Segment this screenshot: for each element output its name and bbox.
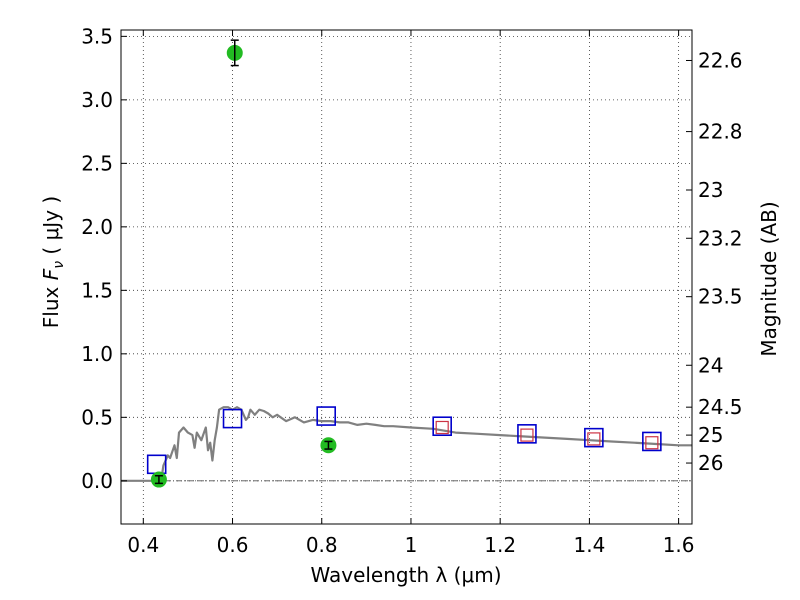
plot-frame [120,29,693,525]
model-photometry-square [642,431,662,452]
magnitude-tick-label: 25 [698,423,723,447]
y-axis-label-symbol: F [39,268,63,280]
axis-ticks: 0.4 0.6 0.8 1 1.2 1.4 1.6 0.0 0.5 1.0 1.5 2.0 2.5 3.0… [81,24,742,557]
magnitude-tick-label: 23.2 [698,226,743,250]
y-axis-label-subscript: ν [51,261,67,269]
y-tick-label: 1.0 [81,342,113,366]
magnitude-tick-label: 22.6 [698,48,743,72]
model-photometry-square [316,406,337,426]
y-tick-label: 1.5 [81,278,113,302]
model-sed-line [121,406,692,482]
x-tick-label: 0.8 [306,533,338,557]
model-photometry-inner-square [587,432,601,446]
x-axis-label: Wavelength λ (μm) [310,563,501,587]
y-axis-label-units: ( μJy ) [39,196,63,261]
model-photometry-square [432,416,452,437]
magnitude-tick-label: 22.8 [698,120,743,144]
x-tick-label: 0.6 [217,533,249,557]
magnitude-tick-label: 24.5 [698,395,743,419]
plot-marks [121,39,692,488]
y-axis-label-right: Magnitude (AB) [757,201,781,356]
x-tick-label: 0.4 [127,533,159,557]
model-photometry-inner-square [645,436,659,450]
magnitude-tick-label: 23.5 [698,285,743,309]
magnitude-tick-label: 26 [698,451,723,475]
y-axis-label-prefix: Flux [39,280,63,328]
y-tick-label: 2.0 [81,215,113,239]
x-tick-label: 1.6 [663,533,695,557]
y-tick-label: 0.5 [81,405,113,429]
x-tick-label: 1.4 [573,533,605,557]
magnitude-tick-label: 24 [698,353,723,377]
y-tick-label: 3.5 [81,24,113,48]
model-photometry-square [222,408,243,429]
model-photometry-square [584,427,604,448]
x-tick-label: 1.2 [484,533,516,557]
y-axis-label-left: Flux Fν ( μJy ) [39,196,67,328]
model-photometry-inner-square [520,428,534,442]
y-tick-label: 3.0 [81,88,113,112]
y-tick-label: 0.0 [81,469,113,493]
x-tick-label: 1 [405,533,418,557]
magnitude-tick-label: 23 [698,178,723,202]
model-photometry-square [517,424,537,444]
model-photometry-inner-square [435,420,449,435]
y-tick-label: 2.5 [81,151,113,175]
